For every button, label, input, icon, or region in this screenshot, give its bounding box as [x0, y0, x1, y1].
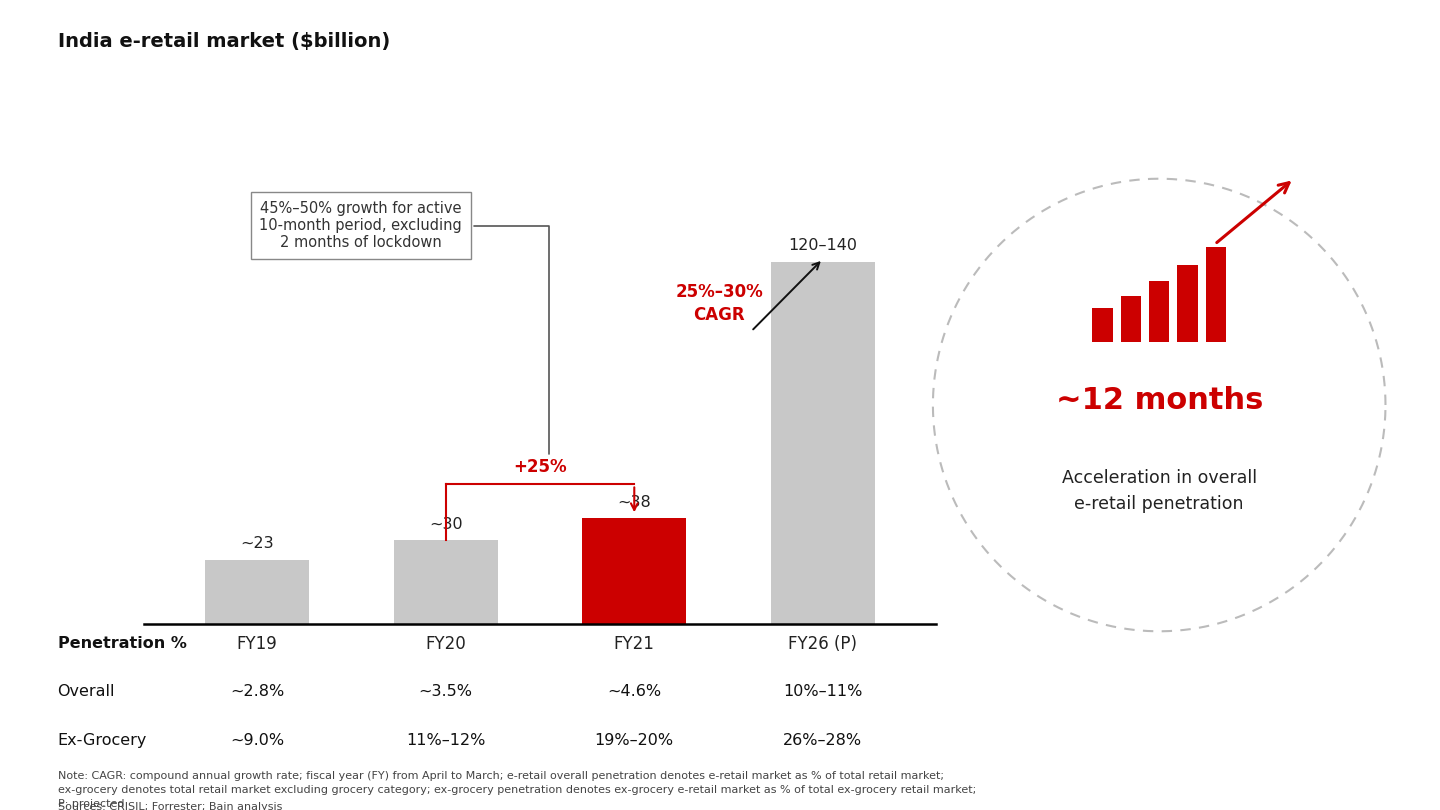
Text: Note: CAGR: compound annual growth rate; fiscal year (FY) from April to March; e: Note: CAGR: compound annual growth rate;…: [58, 771, 976, 809]
Bar: [1093, 308, 1113, 342]
Text: +25%: +25%: [513, 458, 567, 476]
Bar: [1149, 280, 1169, 342]
Text: 25%–30%
CAGR: 25%–30% CAGR: [675, 283, 763, 324]
Text: Sources: CRISIL; Forrester; Bain analysis: Sources: CRISIL; Forrester; Bain analysi…: [58, 802, 282, 810]
Text: ~2.8%: ~2.8%: [230, 684, 284, 700]
Text: ~3.5%: ~3.5%: [419, 684, 472, 700]
Text: 10%–11%: 10%–11%: [783, 684, 863, 700]
Text: ~30: ~30: [429, 517, 462, 532]
Text: 120–140: 120–140: [788, 238, 857, 254]
Bar: [1178, 265, 1198, 342]
Text: ~38: ~38: [618, 495, 651, 509]
Text: ~12 months: ~12 months: [1056, 386, 1263, 415]
Bar: [1205, 246, 1225, 342]
Text: India e-retail market ($billion): India e-retail market ($billion): [58, 32, 390, 51]
Bar: [206, 560, 310, 624]
Text: ~4.6%: ~4.6%: [608, 684, 661, 700]
Text: Ex-Grocery: Ex-Grocery: [58, 733, 147, 748]
Text: Penetration %: Penetration %: [58, 636, 186, 651]
Bar: [582, 518, 685, 624]
Text: 11%–12%: 11%–12%: [406, 733, 485, 748]
Text: 19%–20%: 19%–20%: [595, 733, 674, 748]
Bar: [1120, 296, 1140, 342]
Text: Overall: Overall: [58, 684, 115, 700]
Bar: [770, 262, 874, 624]
Text: ~9.0%: ~9.0%: [230, 733, 284, 748]
Text: Acceleration in overall
e-retail penetration: Acceleration in overall e-retail penetra…: [1061, 469, 1257, 514]
Text: 45%–50% growth for active
10-month period, excluding
2 months of lockdown: 45%–50% growth for active 10-month perio…: [259, 201, 550, 454]
Bar: [395, 540, 498, 624]
Text: 26%–28%: 26%–28%: [783, 733, 863, 748]
Text: ~23: ~23: [240, 536, 274, 552]
